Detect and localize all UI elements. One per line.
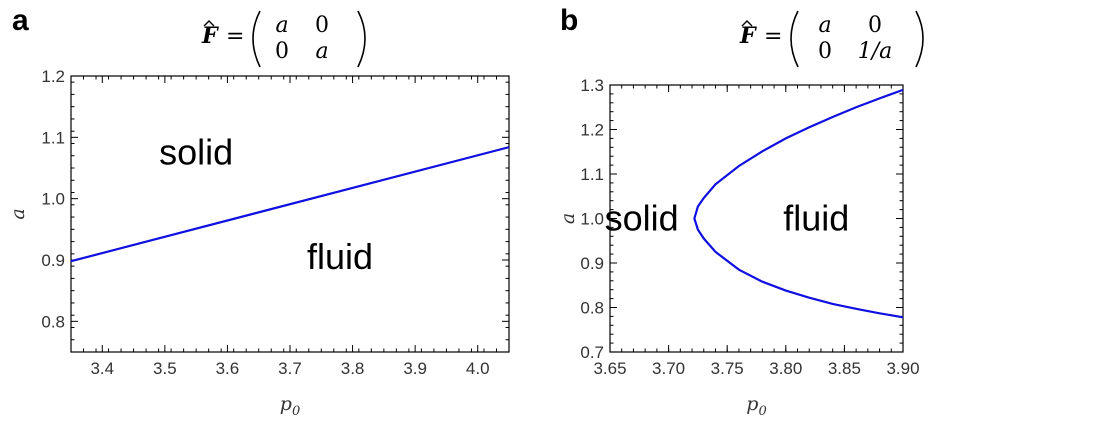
equals-sign: = [226,24,244,49]
x-axis-label: p0 [280,393,300,419]
x-axis-label: p0 [746,393,766,419]
y-axis-label: a [557,213,579,224]
region-label-solid: solid [605,198,679,239]
matrix-right-paren [915,10,924,68]
y-ticks: 0.8 0.9 1.0 1.1 1.2 [41,67,509,353]
region-label-solid: solid [159,132,233,173]
x-tick-label: 3.5 [153,359,177,378]
matrix-cell: a [275,13,288,38]
y-axis-label: a [7,208,29,219]
matrix-title: F = a 00 a [201,10,366,68]
matrix-title: F = a 00 1/a [739,10,924,68]
y-tick-label: 1.2 [580,121,604,140]
x-tick-label: 3.9 [403,359,427,378]
hat-mark [203,20,215,27]
x-tick-label: 3.6 [216,359,240,378]
x-tick-label: 3.85 [828,359,861,378]
matrix-cell: 1/a [858,39,893,64]
region-label-fluid: fluid [783,198,849,239]
matrix-cell: 0 [868,13,882,38]
x-ticks: 3.4 3.5 3.6 3.7 3.8 3.9 4.0 [70,76,510,378]
y-tick-label: 1.3 [580,76,604,95]
panel-a: a F = a 00 a3.4 3.5 3.6 3.7 3.8 3.9 4.00.80.91.01.1… [7,4,510,419]
region-label-fluid: fluid [307,236,373,277]
y-tick-label: 1.0 [41,190,65,209]
y-tick-label: 0.7 [580,343,604,362]
x-tick-label: 3.80 [769,359,802,378]
x-tick-label: 3.75 [711,359,744,378]
x-tick-label: 3.70 [652,359,685,378]
matrix-cell: a [818,13,831,38]
matrix-cell: 0 [275,39,289,64]
matrix-lhs: F [739,23,757,49]
y-tick-label: 0.8 [580,299,604,318]
y-tick-label: 0.9 [41,251,65,270]
phase-boundary-line [693,88,904,319]
x-tick-label: 4.0 [466,359,490,378]
matrix-right-paren [357,10,366,68]
y-tick-label: 1.2 [41,67,65,86]
y-tick-label: 1.1 [41,128,65,147]
hat-mark [741,20,753,27]
panel-b: b F = a 00 1/a3.65 3.70 3.75 3.80 3.85 3.900.70.80… [557,4,924,419]
x-tick-label: 3.4 [90,359,114,378]
x-tick-label: 3.65 [593,359,626,378]
matrix-cell: 0 [818,39,832,64]
y-tick-label: 1.1 [580,165,604,184]
x-tick-label: 3.90 [886,359,919,378]
x-tick-label: 3.8 [341,359,365,378]
y-tick-label: 0.8 [41,312,65,331]
plot-frame [70,75,510,353]
y-ticks: 0.7 0.8 0.9 1.0 1.1 1.2 1.3 [580,76,903,362]
x-tick-label: 3.7 [278,359,302,378]
equals-sign: = [764,24,782,49]
phase-boundary-line [70,146,510,263]
matrix-left-paren [252,10,261,68]
matrix-left-paren [790,10,799,68]
panel-letter: b [560,4,578,37]
matrix-cell: 0 [315,13,329,38]
matrix-lhs: F [201,23,219,49]
y-tick-label: 1.0 [580,210,604,229]
matrix-cell: a [315,39,328,64]
x-ticks: 3.65 3.70 3.75 3.80 3.85 3.90 [593,85,920,378]
panel-letter: a [12,4,29,37]
y-tick-label: 0.9 [580,254,604,273]
